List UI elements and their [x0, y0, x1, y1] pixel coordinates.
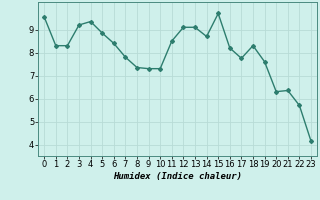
X-axis label: Humidex (Indice chaleur): Humidex (Indice chaleur): [113, 172, 242, 181]
